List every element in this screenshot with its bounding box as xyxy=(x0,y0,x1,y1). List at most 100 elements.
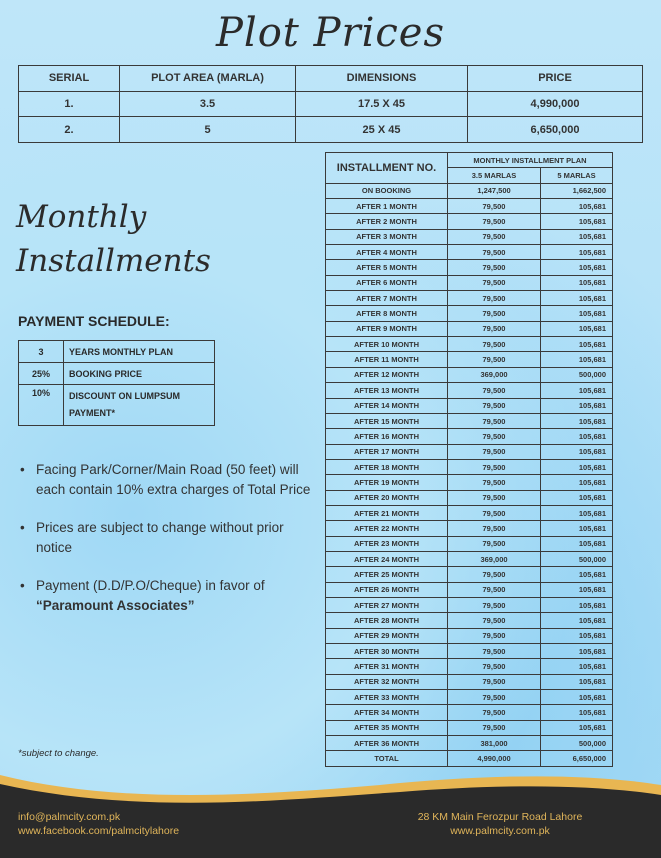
amount-3-5-marlas: 79,500 xyxy=(447,689,541,706)
amount-3-5-marlas: 79,500 xyxy=(447,520,541,537)
cell-price: 4,990,000 xyxy=(467,90,643,118)
installment-label: AFTER 2 MONTH xyxy=(325,213,448,230)
amount-5-marlas: 500,000 xyxy=(540,366,613,384)
cell-dimensions: 25 X 45 xyxy=(295,116,468,144)
installment-label: AFTER 16 MONTH xyxy=(325,428,448,445)
installment-label: AFTER 31 MONTH xyxy=(325,658,448,675)
amount-5-marlas: 105,681 xyxy=(540,228,613,246)
amount-5-marlas: 105,681 xyxy=(540,504,613,522)
footer-wave xyxy=(0,775,661,810)
amount-3-5-marlas: 79,500 xyxy=(447,596,541,614)
table-row: AFTER 5 MONTH 79,500 105,681 xyxy=(325,259,613,276)
amount-5-marlas: 105,681 xyxy=(540,581,613,598)
installment-label: AFTER 1 MONTH xyxy=(325,198,448,215)
installment-label: AFTER 13 MONTH xyxy=(325,382,448,399)
schedule-label: DISCOUNT ON LUMPSUM PAYMENT* xyxy=(63,384,215,426)
installment-label: AFTER 12 MONTH xyxy=(325,366,448,384)
table-row: AFTER 16 MONTH 79,500 105,681 xyxy=(325,428,613,445)
amount-5-marlas: 105,681 xyxy=(540,259,613,276)
installment-label: AFTER 8 MONTH xyxy=(325,305,448,322)
installment-label: AFTER 20 MONTH xyxy=(325,489,448,506)
cell-serial: 2. xyxy=(18,116,120,144)
installment-label: AFTER 4 MONTH xyxy=(325,244,448,261)
amount-3-5-marlas: 381,000 xyxy=(447,735,541,752)
table-row: AFTER 11 MONTH 79,500 105,681 xyxy=(325,351,613,368)
schedule-label: YEARS MONTHLY PLAN xyxy=(63,340,215,363)
table-row: AFTER 2 MONTH 79,500 105,681 xyxy=(325,213,613,230)
amount-3-5-marlas: 79,500 xyxy=(447,228,541,246)
table-row: AFTER 15 MONTH 79,500 105,681 xyxy=(325,412,613,430)
table-row: 3 YEARS MONTHLY PLAN xyxy=(18,340,215,363)
amount-3-5-marlas: 369,000 xyxy=(447,366,541,384)
amount-5-marlas: 105,681 xyxy=(540,704,613,721)
table-row: AFTER 20 MONTH 79,500 105,681 xyxy=(325,489,613,506)
header-serial: SERIAL xyxy=(18,65,120,92)
amount-3-5-marlas: 79,500 xyxy=(447,535,541,552)
table-row: AFTER 32 MONTH 79,500 105,681 xyxy=(325,673,613,691)
table-row: AFTER 8 MONTH 79,500 105,681 xyxy=(325,305,613,322)
amount-5-marlas: 105,681 xyxy=(540,428,613,445)
table-row: AFTER 6 MONTH 79,500 105,681 xyxy=(325,274,613,292)
cell-price: 6,650,000 xyxy=(467,116,643,144)
website-link[interactable]: www.palmcity.com.pk xyxy=(450,825,550,837)
installment-label: AFTER 36 MONTH xyxy=(325,735,448,752)
amount-3-5-marlas: 79,500 xyxy=(447,382,541,399)
amount-3-5-marlas: 79,500 xyxy=(447,259,541,276)
schedule-value: 10% xyxy=(18,384,64,426)
table-row: AFTER 24 MONTH 369,000 500,000 xyxy=(325,550,613,568)
installment-label: AFTER 33 MONTH xyxy=(325,689,448,706)
schedule-value: 3 xyxy=(18,340,64,363)
amount-5-marlas: 105,681 xyxy=(540,719,613,737)
table-row: AFTER 33 MONTH 79,500 105,681 xyxy=(325,689,613,706)
installment-label: AFTER 23 MONTH xyxy=(325,535,448,552)
amount-3-5-marlas: 79,500 xyxy=(447,213,541,230)
table-row: 25% BOOKING PRICE xyxy=(18,362,215,385)
header-installment-no: INSTALLMENT NO. xyxy=(325,152,448,184)
cell-area: 3.5 xyxy=(119,90,296,118)
table-row: 2. 5 25 X 45 6,650,000 xyxy=(18,116,643,144)
address-text: 28 KM Main Ferozpur Road Lahore xyxy=(417,811,583,823)
amount-5-marlas: 500,000 xyxy=(540,550,613,568)
amount-3-5-marlas: 79,500 xyxy=(447,719,541,737)
amount-5-marlas: 105,681 xyxy=(540,320,613,338)
payment-text: Payment (D.D/P.O/Cheque) in favor of xyxy=(36,578,265,593)
facebook-link[interactable]: www.facebook.com/palmcitylahore xyxy=(18,825,180,837)
amount-5-marlas: 105,681 xyxy=(540,336,613,353)
amount-3-5-marlas: 79,500 xyxy=(447,397,541,414)
email-link[interactable]: info@palmcity.com.pk xyxy=(18,811,121,823)
amount-5-marlas: 105,681 xyxy=(540,397,613,414)
amount-3-5-marlas: 79,500 xyxy=(447,458,541,476)
amount-5-marlas: 105,681 xyxy=(540,489,613,506)
installment-label: AFTER 6 MONTH xyxy=(325,274,448,292)
table-row: AFTER 7 MONTH 79,500 105,681 xyxy=(325,290,613,307)
amount-3-5-marlas: 79,500 xyxy=(447,581,541,598)
amount-5-marlas: 105,681 xyxy=(540,673,613,691)
header-plan: MONTHLY INSTALLMENT PLAN xyxy=(447,151,613,169)
table-row: AFTER 18 MONTH 79,500 105,681 xyxy=(325,458,613,476)
table-row: AFTER 14 MONTH 79,500 105,681 xyxy=(325,397,613,414)
installment-label: AFTER 18 MONTH xyxy=(325,458,448,476)
amount-5-marlas: 105,681 xyxy=(540,443,613,460)
table-header-row: INSTALLMENT NO. MONTHLY INSTALLMENT PLAN xyxy=(325,151,613,184)
table-row: AFTER 36 MONTH 381,000 500,000 xyxy=(325,735,613,752)
table-subheader-row: 3.5 MARLAS 5 MARLAS xyxy=(326,167,613,184)
installment-label: AFTER 7 MONTH xyxy=(325,290,448,307)
installment-label: AFTER 11 MONTH xyxy=(325,351,448,368)
installment-label: AFTER 27 MONTH xyxy=(325,596,448,614)
amount-3-5-marlas: 79,500 xyxy=(447,642,541,660)
table-row: AFTER 3 MONTH 79,500 105,681 xyxy=(325,228,613,246)
amount-3-5-marlas: 79,500 xyxy=(447,704,541,721)
amount-3-5-marlas: 79,500 xyxy=(447,274,541,292)
installment-label: AFTER 17 MONTH xyxy=(325,443,448,460)
installment-label: AFTER 25 MONTH xyxy=(325,566,448,583)
table-row: AFTER 9 MONTH 79,500 105,681 xyxy=(325,320,613,338)
amount-5-marlas: 105,681 xyxy=(540,612,613,629)
table-row: AFTER 17 MONTH 79,500 105,681 xyxy=(325,443,613,460)
amount-5-marlas: 1,662,500 xyxy=(540,182,613,200)
amount-5-marlas: 105,681 xyxy=(540,520,613,537)
table-row: AFTER 34 MONTH 79,500 105,681 xyxy=(325,704,613,721)
installment-label: AFTER 19 MONTH xyxy=(325,474,448,491)
page-title: Plot Prices xyxy=(215,10,445,56)
amount-5-marlas: 105,681 xyxy=(540,566,613,583)
table-row: TOTAL 4,990,000 6,650,000 xyxy=(325,750,613,767)
